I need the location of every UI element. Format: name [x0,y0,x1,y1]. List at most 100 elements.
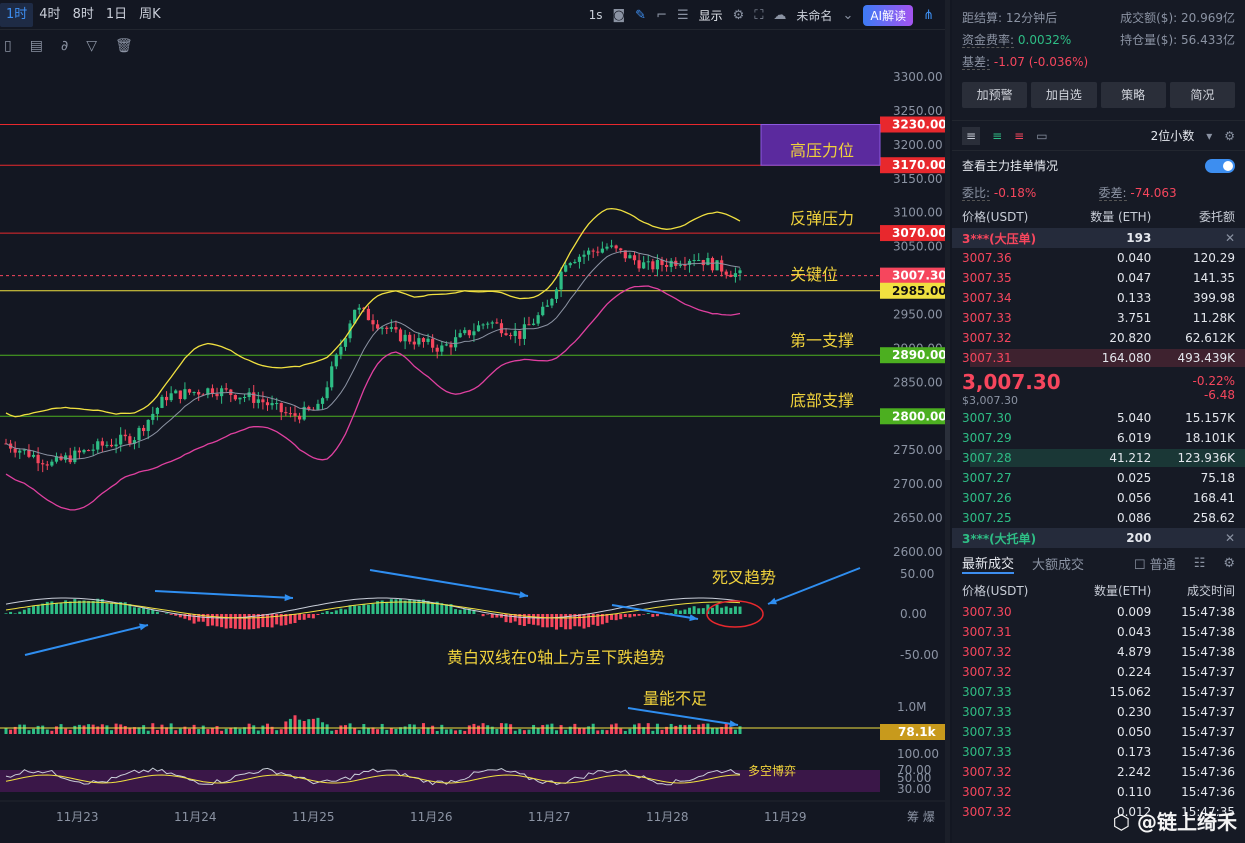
trade-row[interactable]: 3007.32 0.110 15:47:36 [952,782,1245,802]
row-qty: 2.242 [1116,765,1152,779]
fullscreen-icon[interactable]: ⛶ [754,7,764,23]
volume-bar [614,723,618,734]
share-icon[interactable]: ⋔ [923,7,934,23]
ai-analysis-button[interactable]: AI解读 [863,4,914,26]
trash-icon[interactable]: 🗑︎ [114,38,133,54]
main-orders-row[interactable]: 查看主力挂单情况 [952,150,1245,180]
trade-row[interactable]: 3007.33 0.230 15:47:37 [952,702,1245,722]
close-icon[interactable]: ✕ [1224,231,1235,245]
timeframe-8h[interactable]: 8时 [72,6,94,22]
note-icon[interactable]: ▤ [29,38,43,54]
settings-icon[interactable]: ⚙ [1224,128,1235,143]
bid-row[interactable]: 3007.27 0.025 75.18 [952,468,1245,488]
filter-icon[interactable]: ☷ [1193,555,1206,571]
macd-histogram-bar [128,604,132,614]
overview-button[interactable]: 简况 [1169,82,1235,108]
macd-histogram-bar [610,614,614,620]
macd-histogram-bar [623,614,627,617]
bid-row[interactable]: 3007.28 41.212 123.936K [952,448,1245,468]
trade-row[interactable]: 3007.33 15.062 15:47:37 [952,682,1245,702]
candle-body [206,388,210,395]
ask-row[interactable]: 3007.32 20.820 62.612K [952,328,1245,348]
x-axis-tick: 11月28 [646,810,689,824]
bid-row[interactable]: 3007.29 6.019 18.101K [952,428,1245,448]
interval-selector[interactable]: 1s [588,8,603,22]
bid-row[interactable]: 3007.25 0.086 258.62 [952,508,1245,528]
trade-row[interactable]: 3007.32 2.242 15:47:36 [952,762,1245,782]
timeframe-4h[interactable]: 4时 [39,6,61,22]
main-orders-label[interactable]: 查看主力挂单情况 [962,159,1059,173]
ask-row[interactable]: 3007.35 0.047 141.35 [952,268,1245,288]
crop-icon[interactable]: ⌐ [656,7,667,23]
chevron-down-icon[interactable]: ⌄ [842,7,854,23]
watchlist-button[interactable]: 加自选 [1031,82,1097,108]
chart-area[interactable]: 1时 4时 8时 1日 周K 1s ◙ ✎ ⌐ ☰ 显示 ⚙ ⛶ ☁ 未命名 ⌄… [0,0,950,843]
display-button[interactable]: 显示 [698,8,723,23]
candle-body [605,246,609,249]
macd-histogram-bar [68,601,72,614]
depth-icon[interactable]: ▭ [1036,128,1048,143]
ask-row[interactable]: 3007.36 0.040 120.29 [952,248,1245,268]
price-chart[interactable]: 3300.00 3250.00 3200.00 3150.00 3100.00 3050.… [0,60,945,843]
ask-row[interactable]: 3007.34 0.133 399.98 [952,288,1245,308]
chevron-down-icon[interactable]: ▾ [1206,128,1213,143]
amount-header[interactable]: 委托额 [1198,209,1235,224]
bid-row[interactable]: 3007.26 0.056 168.41 [952,488,1245,508]
volume-bar [399,727,403,734]
magnet-icon[interactable]: ∂ [60,38,69,54]
trade-row[interactable]: 3007.32 0.224 15:47:37 [952,662,1245,682]
camera-icon[interactable]: ◙ [612,7,626,23]
tab-latest-trades[interactable]: 最新成交 [962,553,1015,574]
indicator-icon[interactable]: ☰ [676,7,689,23]
volume-bar [229,727,233,734]
macd-histogram-bar [399,598,403,614]
bids-only-icon[interactable]: ≡ [992,128,1003,143]
volume-bar [527,729,531,734]
layout-name[interactable]: 未命名 [796,8,833,23]
settings-icon[interactable]: ⚙ [732,7,745,23]
arrow-head [729,720,738,728]
macd-histogram-bar [408,599,412,614]
trade-row[interactable]: 3007.33 0.050 15:47:37 [952,722,1245,742]
macd-histogram-bar [371,603,375,614]
macd-histogram-bar [36,605,40,614]
ask-row[interactable]: 3007.33 3.751 11.28K [952,308,1245,328]
timeframe-1d[interactable]: 1日 [105,6,128,22]
qty-header[interactable]: 数量 (ETH) [1090,209,1152,224]
timeframe-1w[interactable]: 周K [139,6,161,22]
trade-qty-header[interactable]: 数量(ETH) [1094,583,1152,598]
candle-body [536,315,540,324]
candle-body [119,434,123,445]
trade-row[interactable]: 3007.31 0.043 15:47:38 [952,622,1245,642]
collapse-handle[interactable] [945,420,950,460]
big-ask-badge[interactable]: 3***(大压单) 193 ✕ [952,228,1245,248]
y-axis-tick: 3250.00 [893,104,943,118]
cloud-icon[interactable]: ☁ [773,7,787,23]
candle-body [31,454,36,457]
timeframe-1h[interactable]: 1时 [0,2,34,27]
candle-body [132,440,137,444]
big-bid-badge[interactable]: 3***(大托单) 200 ✕ [952,528,1245,548]
settings-icon[interactable]: ⚙ [1223,555,1235,571]
filter-icon[interactable]: ▽ [86,38,97,54]
ask-row[interactable]: 3007.31 164.080 493.439K [952,348,1245,368]
normal-checkbox[interactable]: ☐ 普通 [1133,557,1176,573]
trade-row[interactable]: 3007.32 0.012 15:47:35 [952,802,1245,822]
macd-histogram-bar [389,599,393,614]
trade-row[interactable]: 3007.32 4.879 15:47:38 [952,642,1245,662]
bid-row[interactable]: 3007.30 5.040 15.157K [952,408,1245,428]
alert-button[interactable]: 加预警 [962,82,1028,108]
trade-row[interactable]: 3007.33 0.173 15:47:36 [952,742,1245,762]
both-sides-icon[interactable]: ≡ [962,126,981,145]
close-icon[interactable]: ✕ [1224,531,1235,545]
main-orders-toggle[interactable] [1205,158,1235,173]
clipboard-icon[interactable]: ▯ [4,38,12,54]
tab-large-trades[interactable]: 大额成交 [1032,557,1085,573]
strategy-button[interactable]: 策略 [1100,82,1166,108]
decimals-selector[interactable]: 2位小数 [1150,129,1195,143]
macd-histogram-bar [417,599,421,614]
trade-row[interactable]: 3007.30 0.009 15:47:38 [952,602,1245,622]
volume-bar [632,724,636,734]
asks-only-icon[interactable]: ≡ [1014,128,1025,143]
pencil-icon[interactable]: ✎ [635,7,647,23]
